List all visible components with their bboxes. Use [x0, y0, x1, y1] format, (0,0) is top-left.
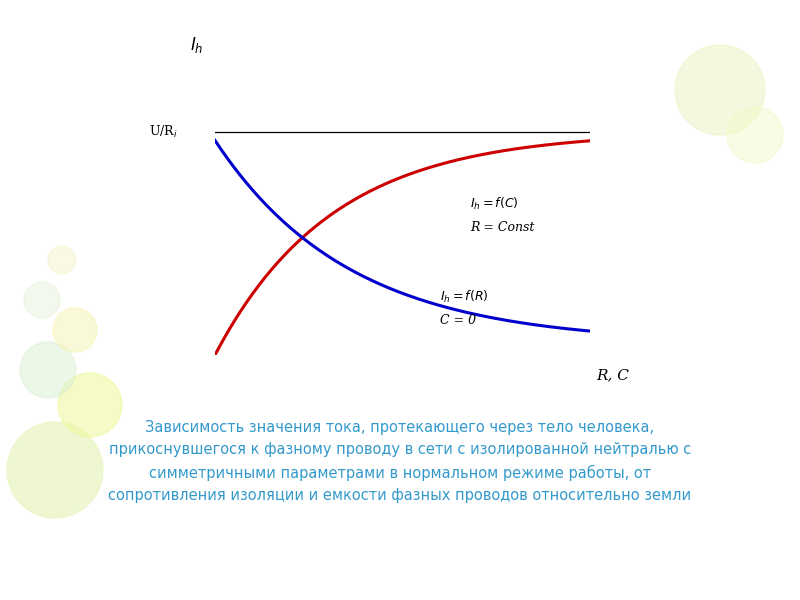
Circle shape — [24, 282, 60, 318]
Circle shape — [727, 107, 783, 163]
Text: $I_h = f(C)$: $I_h = f(C)$ — [470, 196, 518, 212]
Circle shape — [58, 373, 122, 437]
Circle shape — [675, 45, 765, 135]
Text: Зависимость значения тока, протекающего через тело человека,
прикоснувшегося к ф: Зависимость значения тока, протекающего … — [109, 420, 691, 503]
Text: C = 0: C = 0 — [440, 314, 476, 326]
Text: $I_h = f(R)$: $I_h = f(R)$ — [440, 289, 489, 305]
Circle shape — [7, 422, 103, 518]
Text: R = Const: R = Const — [470, 221, 534, 234]
Circle shape — [53, 308, 97, 352]
Text: $I_h$: $I_h$ — [190, 35, 203, 55]
Text: R, C: R, C — [596, 368, 629, 382]
Circle shape — [20, 342, 76, 398]
Circle shape — [48, 246, 76, 274]
Text: U/R$_{i}$: U/R$_{i}$ — [149, 124, 178, 140]
